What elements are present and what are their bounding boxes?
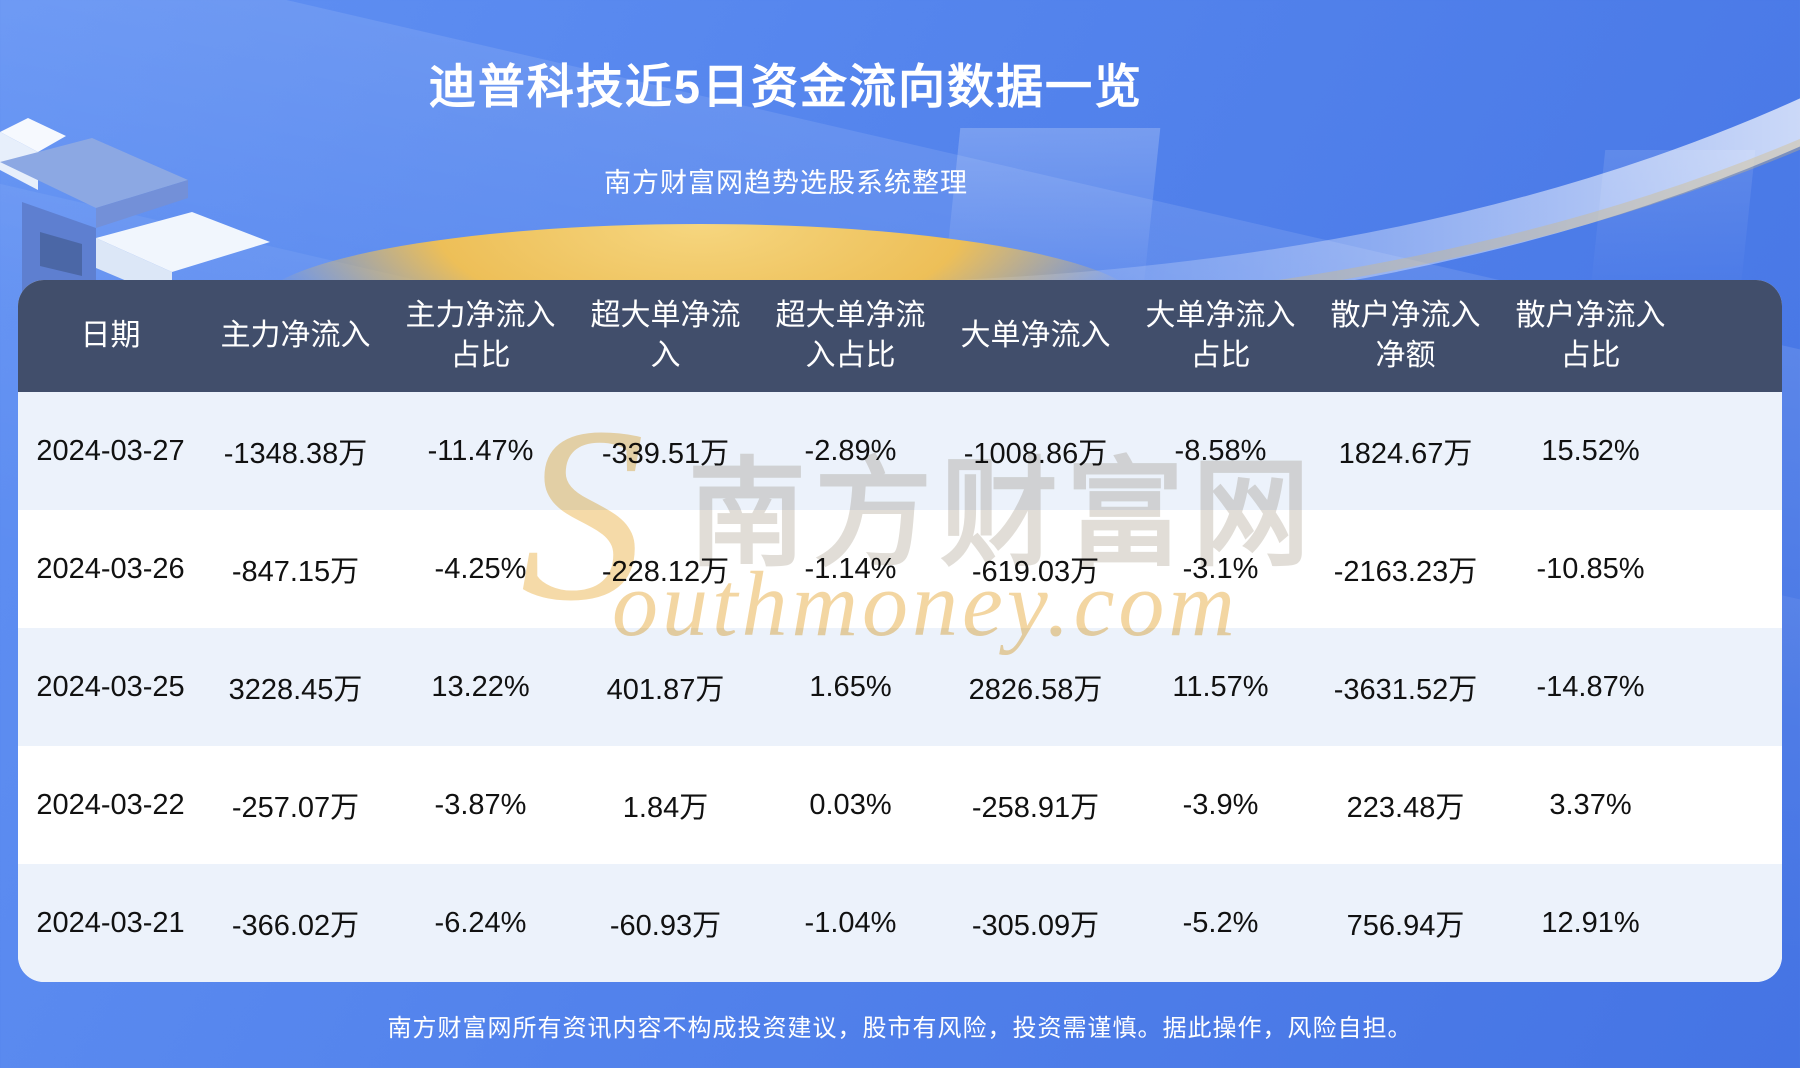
- table-cell: -258.91万: [943, 746, 1128, 864]
- table-cell: 2024-03-22: [18, 746, 203, 864]
- table-cell: 1.65%: [758, 628, 943, 746]
- table-cell-spacer: [1683, 864, 1782, 982]
- disclaimer-text: 南方财富网所有资讯内容不构成投资建议，股市有风险，投资需谨慎。据此操作，风险自担…: [387, 1015, 1413, 1042]
- table-cell: -305.09万: [943, 864, 1128, 982]
- table-cell: 1824.67万: [1313, 392, 1498, 510]
- table-cell: -3.9%: [1128, 746, 1313, 864]
- table-cell: -3.1%: [1128, 510, 1313, 628]
- table-cell: -8.58%: [1128, 392, 1313, 510]
- table-cell: -14.87%: [1498, 628, 1683, 746]
- table-cell: -5.2%: [1128, 864, 1313, 982]
- column-header: 超大单净流入: [573, 280, 758, 392]
- table-cell: 3.37%: [1498, 746, 1683, 864]
- column-header: 主力净流入占比: [388, 280, 573, 392]
- table-cell: -6.24%: [388, 864, 573, 982]
- table-cell: -2.89%: [758, 392, 943, 510]
- table-cell: -228.12万: [573, 510, 758, 628]
- table-header-row: 日期 主力净流入 主力净流入占比 超大单净流入 超大单净流入占比 大单净流入 大单净流入占比…: [18, 280, 1782, 392]
- table-cell: -1348.38万: [203, 392, 388, 510]
- table-cell: -11.47%: [388, 392, 573, 510]
- column-header: 主力净流入: [203, 280, 388, 392]
- table-row: 2024-03-25 3228.45万 13.22% 401.87万 1.65% 2826…: [18, 628, 1782, 746]
- table-row: 2024-03-22 -257.07万 -3.87% 1.84万 0.03% -258.9…: [18, 746, 1782, 864]
- column-header: 散户净流入净额: [1313, 280, 1498, 392]
- table-cell-spacer: [1683, 628, 1782, 746]
- table-cell-spacer: [1683, 746, 1782, 864]
- table-cell: -1008.86万: [943, 392, 1128, 510]
- table-cell: -366.02万: [203, 864, 388, 982]
- table-row: 2024-03-27 -1348.38万 -11.47% -339.51万 -2.89%…: [18, 392, 1782, 510]
- table-cell: 2024-03-21: [18, 864, 203, 982]
- table-cell: 2024-03-25: [18, 628, 203, 746]
- table-cell: -1.14%: [758, 510, 943, 628]
- table-cell: -339.51万: [573, 392, 758, 510]
- fund-flow-table-container: 日期 主力净流入 主力净流入占比 超大单净流入 超大单净流入占比 大单净流入 大单净流入占比…: [18, 280, 1782, 982]
- table-cell: 0.03%: [758, 746, 943, 864]
- table-body: 2024-03-27 -1348.38万 -11.47% -339.51万 -2.89%…: [18, 392, 1782, 982]
- table-cell: -1.04%: [758, 864, 943, 982]
- table-cell: 756.94万: [1313, 864, 1498, 982]
- table-cell: 401.87万: [573, 628, 758, 746]
- table-cell: 15.52%: [1498, 392, 1683, 510]
- table-cell: 223.48万: [1313, 746, 1498, 864]
- table-cell: -4.25%: [388, 510, 573, 628]
- table-cell: 3228.45万: [203, 628, 388, 746]
- table-cell: -3.87%: [388, 746, 573, 864]
- isometric-building-illustration: [0, 118, 270, 300]
- page-subtitle: 南方财富网趋势选股系统整理: [604, 168, 968, 198]
- table-cell-spacer: [1683, 510, 1782, 628]
- table-cell: 13.22%: [388, 628, 573, 746]
- table-cell: 2024-03-27: [18, 392, 203, 510]
- column-header-spacer: [1683, 280, 1782, 392]
- table-cell: -847.15万: [203, 510, 388, 628]
- table-cell: 2826.58万: [943, 628, 1128, 746]
- page-title: 迪普科技近5日资金流向数据一览: [428, 60, 1144, 113]
- table-cell: -2163.23万: [1313, 510, 1498, 628]
- column-header: 大单净流入占比: [1128, 280, 1313, 392]
- table-cell: -619.03万: [943, 510, 1128, 628]
- table-cell: -257.07万: [203, 746, 388, 864]
- fund-flow-table: 日期 主力净流入 主力净流入占比 超大单净流入 超大单净流入占比 大单净流入 大单净流入占比…: [18, 280, 1782, 982]
- table-cell: -10.85%: [1498, 510, 1683, 628]
- table-cell: -3631.52万: [1313, 628, 1498, 746]
- table-row: 2024-03-26 -847.15万 -4.25% -228.12万 -1.14% -6…: [18, 510, 1782, 628]
- table-cell: 1.84万: [573, 746, 758, 864]
- table-cell: -60.93万: [573, 864, 758, 982]
- table-cell: 11.57%: [1128, 628, 1313, 746]
- table-cell: 12.91%: [1498, 864, 1683, 982]
- heading-block: 迪普科技近5日资金流向数据一览 南方财富网趋势选股系统整理: [0, 48, 1572, 200]
- column-header: 日期: [18, 280, 203, 392]
- table-header: 日期 主力净流入 主力净流入占比 超大单净流入 超大单净流入占比 大单净流入 大单净流入占比…: [18, 280, 1782, 392]
- column-header: 大单净流入: [943, 280, 1128, 392]
- column-header: 散户净流入占比: [1498, 280, 1683, 392]
- table-cell: 2024-03-26: [18, 510, 203, 628]
- table-cell-spacer: [1683, 392, 1782, 510]
- column-header: 超大单净流入占比: [758, 280, 943, 392]
- table-row: 2024-03-21 -366.02万 -6.24% -60.93万 -1.04% -30…: [18, 864, 1782, 982]
